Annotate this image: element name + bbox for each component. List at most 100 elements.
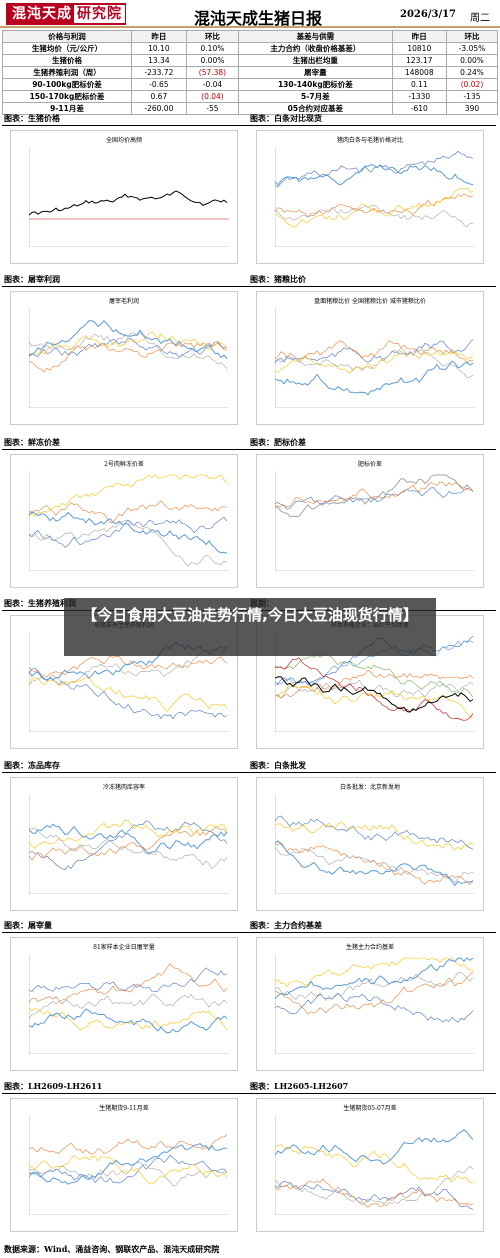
kpi-cell: (0.02) <box>445 78 499 91</box>
section-label: 图表：主力合约基差 <box>250 920 322 930</box>
section-label: 图表：屠宰利润 <box>4 274 60 284</box>
chart-series-line <box>29 511 228 554</box>
kpi-cell: 0.24% <box>445 66 499 79</box>
chart-series-line <box>29 1134 228 1155</box>
chart-series-line <box>275 676 474 713</box>
section-divider <box>2 772 250 773</box>
section-divider <box>248 286 496 287</box>
chart-series-line <box>275 840 474 887</box>
chart-title: 生猪期货05-07月差 <box>343 1105 397 1112</box>
chart-axis <box>29 954 229 1054</box>
section-divider <box>2 932 250 933</box>
chart-series-line <box>275 971 474 1015</box>
section-label: 图表：白条对比现货 <box>250 113 322 123</box>
chart-series-line <box>29 819 228 849</box>
chart-panel: 冷冻猪肉库容率 <box>10 777 238 911</box>
chart-series-line <box>275 1129 474 1165</box>
chart-series-line <box>29 967 228 993</box>
section-divider <box>248 932 496 933</box>
section-divider <box>248 1093 496 1094</box>
chart-panel: 肥标价差 <box>256 454 484 588</box>
news-overlay-banner[interactable]: 【今日食用大豆油走势行情,今日大豆油现货行情】 <box>64 598 436 656</box>
kpi-cell: 生猪价格 <box>2 54 132 67</box>
chart-series-line <box>29 1143 228 1185</box>
chart-plot <box>29 1115 229 1215</box>
kpi-cell: 0.67 <box>130 90 187 103</box>
chart-axis <box>275 471 475 571</box>
chart-plot <box>29 471 229 571</box>
chart-series-line <box>275 971 474 1001</box>
section-label: 图表：肥标价差 <box>250 437 306 447</box>
chart-panel: 白条批发：北京新发地 <box>256 777 484 911</box>
chart-panel: 屠宰毛利润 <box>10 291 238 425</box>
overlay-headline[interactable]: 【今日食用大豆油走势行情,今日大豆油现货行情】 <box>82 606 418 624</box>
chart-plot <box>275 632 475 732</box>
kpi-cell: 130-140kg肥标价差 <box>238 78 393 91</box>
report-weekday: 周二 <box>470 13 490 24</box>
kpi-cell: 生猪养殖利润（周） <box>2 66 132 79</box>
chart-plot <box>275 147 475 247</box>
chart-series-line <box>29 319 228 360</box>
section-divider <box>2 1093 250 1094</box>
kpi-cell: -3.05% <box>445 42 499 55</box>
chart-series-line <box>29 827 228 870</box>
chart-series-line <box>275 187 474 228</box>
chart-title: 白条批发：北京新发地 <box>339 784 400 791</box>
chart-series-line <box>275 957 474 988</box>
kpi-cell: (57.38) <box>185 66 240 79</box>
chart-series-line <box>275 360 474 396</box>
logo-box-text: 研究院 <box>74 5 125 23</box>
chart-plot <box>29 147 229 247</box>
chart-series-line <box>29 823 228 855</box>
chart-axis <box>275 308 475 408</box>
chart-title: 2号肉鲜冻价差 <box>104 461 144 468</box>
report-header: 混沌天成 研究院 混沌天成生猪日报 2026/3/17 周二 <box>0 0 500 28</box>
chart-title: 猪肉白条与毛猪价格对比 <box>336 137 403 144</box>
chart-panel: 2号肉鲜冻价差 <box>10 454 238 588</box>
chart-series-line <box>275 657 474 721</box>
kpi-cell: 屠宰量 <box>238 66 393 79</box>
chart-title: 屠宰毛利润 <box>108 298 139 305</box>
chart-title: 冷冻猪肉库容率 <box>102 784 145 791</box>
chart-panel: 81家样本企业日屠宰量 <box>10 937 238 1071</box>
chart-series-line <box>275 151 474 188</box>
chart-series-line <box>275 164 474 186</box>
kpi-header-row: 价格与利润 昨日 环比 基差与供需 昨日 环比 <box>2 30 499 43</box>
chart-plot <box>275 471 475 571</box>
chart-series-line <box>29 826 228 861</box>
chart-series-line <box>275 1165 474 1207</box>
chart-series-line <box>29 474 228 518</box>
chart-plot <box>29 954 229 1054</box>
kpi-cell: 生猪均价（元/公斤） <box>2 42 132 55</box>
chart-series-line <box>275 338 474 364</box>
kpi-cell: -233.72 <box>130 66 187 79</box>
chart-series-line <box>29 500 228 523</box>
chart-title: 盘面猪粮比价 全国猪粮比价 城市猪粮比价 <box>314 298 426 305</box>
chart-series-line <box>29 517 228 548</box>
chart-series-line <box>275 1144 474 1183</box>
chart-series-line <box>275 340 474 364</box>
chart-title: 肥标价差 <box>357 461 382 468</box>
chart-series-line <box>29 648 228 686</box>
chart-title: 生猪期货9-11月差 <box>99 1105 149 1112</box>
chart-series-line <box>275 487 474 510</box>
kpi-cell: 13.34 <box>130 54 187 67</box>
chart-series-line <box>275 847 474 884</box>
chart-plot <box>275 794 475 894</box>
kpi-row: 生猪价格 13.34 0.00% 生猪出栏均重 123.17 0.00% <box>2 54 499 67</box>
kpi-cell: -1330 <box>391 90 447 103</box>
chart-series-line <box>29 993 228 1019</box>
kpi-header-cell: 基差与供需 <box>238 30 393 43</box>
chart-title: 81家样本企业日屠宰量 <box>93 944 155 951</box>
chart-series-line <box>29 519 228 567</box>
chart-series-line <box>275 653 474 697</box>
kpi-cell: -135 <box>445 90 499 103</box>
chart-series-line <box>275 474 474 518</box>
chart-series-line <box>29 677 228 712</box>
chart-series-line <box>275 992 474 1023</box>
chart-panel: 生猪期货9-11月差 <box>10 1098 238 1232</box>
chart-series-line <box>275 842 474 885</box>
chart-series-line <box>29 655 228 678</box>
kpi-cell: 05合约对应基差 <box>238 102 393 115</box>
chart-series-line <box>275 481 474 509</box>
